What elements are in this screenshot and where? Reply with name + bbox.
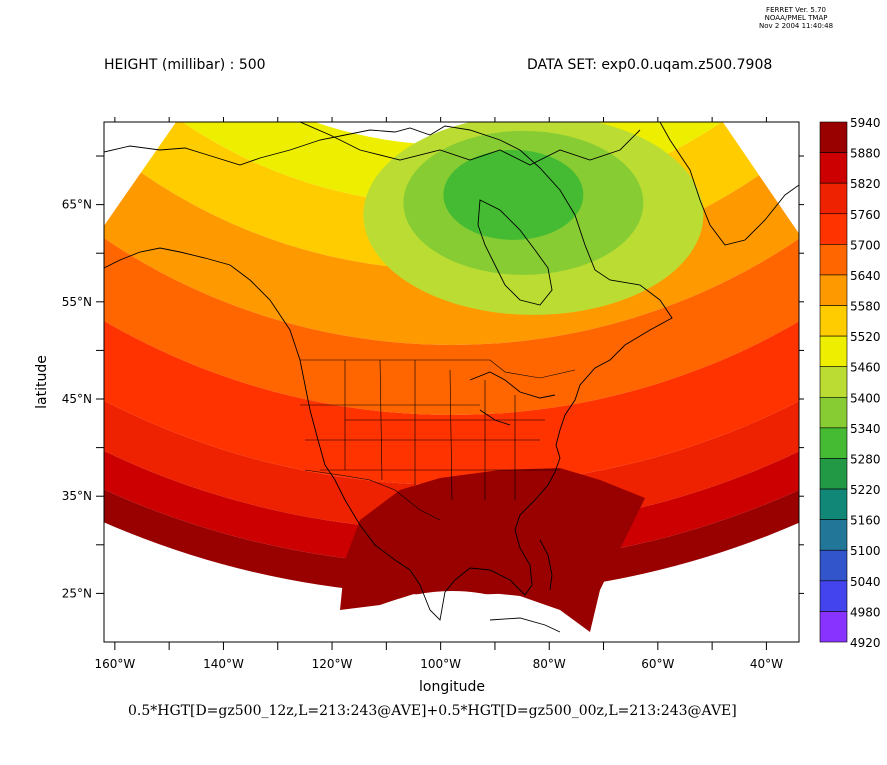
colorbar-label: 5700: [850, 238, 881, 252]
colorbar-label: 5280: [850, 452, 881, 466]
y-tick-label: 65°N: [62, 198, 92, 212]
colorbar-swatch-5700: [819, 244, 848, 276]
y-axis-title: latitude: [34, 355, 50, 409]
x-tick-label: 100°W: [420, 657, 461, 671]
y-tick-label: 55°N: [62, 295, 92, 309]
colorbar-label: 4980: [850, 605, 881, 619]
colorbar-swatch-5100: [819, 549, 848, 582]
stamp-date: Nov 2 2004 11:40:48: [759, 22, 834, 30]
colorbar-swatch-5580: [819, 305, 848, 337]
colorbar-swatch-5340: [819, 427, 848, 459]
colorbar-label: 5040: [850, 575, 881, 589]
plot-frame: [103, 121, 800, 643]
colorbar-label: 5340: [850, 422, 881, 436]
colorbar-swatch-5640: [819, 274, 848, 306]
colorbar-label: 5880: [850, 147, 881, 161]
colorbar-swatch-5940: [819, 121, 848, 153]
colorbar-swatch-5400: [819, 396, 848, 429]
colorbar-label: 5400: [850, 391, 881, 405]
expression-footer: 0.5*HGT[D=gz500_12z,L=213:243@AVE]+0.5*H…: [128, 703, 737, 719]
stamp-org: NOAA/PMEL TMAP: [764, 14, 828, 22]
ferret-stamp: FERRET Ver. 5.70 NOAA/PMEL TMAP Nov 2 20…: [759, 6, 833, 30]
colorbar-label: 5100: [850, 544, 881, 558]
colorbar-swatch-5760: [819, 213, 848, 245]
colorbar-swatch-5160: [819, 519, 848, 551]
x-tick-label: 60°W: [641, 657, 674, 671]
colorbar-swatch-5280: [819, 458, 848, 490]
state-borders: [300, 359, 576, 521]
colorbar-label: 4920: [850, 636, 881, 650]
x-tick-label: 120°W: [312, 657, 353, 671]
colorbar-label: 5760: [850, 208, 881, 222]
colorbar-label: 5160: [850, 514, 881, 528]
colorbar-swatch-5520: [819, 335, 848, 368]
variable-title: HEIGHT (millibar) : 500: [104, 57, 266, 73]
colorbar-label: 5940: [850, 116, 881, 130]
greenland-coastline: [659, 122, 799, 246]
low-band-5340: [443, 149, 584, 240]
height-band-5700: [104, 238, 799, 415]
y-tick-label: 45°N: [62, 392, 92, 406]
colorbar-labels: 5940 5880 5820 5760 5700 5640 5580 5520 5460 5400…: [850, 116, 881, 650]
stamp-version: FERRET Ver. 5.70: [766, 6, 826, 14]
caribbean-coastline: [489, 617, 561, 633]
state-lines: [300, 359, 560, 501]
colorbar-swatch-5040: [819, 580, 848, 612]
florida-coastline: [539, 539, 553, 591]
y-tick-labels: 25°N 35°N 45°N 55°N 65°N: [62, 198, 92, 601]
colorbar-swatch-5460: [819, 366, 848, 398]
height-band-core-5940: [340, 468, 645, 632]
height-band-5640: [104, 172, 799, 345]
y-tick-label: 35°N: [62, 489, 92, 503]
height-band-5760: [104, 320, 799, 485]
height-field: [104, 122, 799, 642]
colorbar-swatch-5880: [819, 152, 848, 184]
dataset-title: DATA SET: exp0.0.uqam.z500.7908: [527, 57, 773, 73]
north-america-coastline: [104, 125, 673, 621]
sector-south-mask: [316, 591, 588, 642]
colorbar-swatch-5820: [819, 182, 848, 215]
us-canada-border: [300, 359, 576, 379]
y-tick-label: 25°N: [62, 586, 92, 600]
colorbar-label: 5520: [850, 330, 881, 344]
x-tick-label: 80°W: [533, 657, 566, 671]
x-axis-title: longitude: [419, 679, 485, 695]
colorbar-swatch-5220: [819, 488, 848, 520]
colorbar-label: 5220: [850, 483, 881, 497]
x-tick-label: 140°W: [203, 657, 244, 671]
us-mexico-border: [304, 469, 441, 521]
height-band-5940: [104, 489, 799, 595]
colorbar-swatch-4980: [819, 611, 848, 643]
colorbar-label: 5820: [850, 177, 881, 191]
colorbar-label: 5640: [850, 269, 881, 283]
coastlines: [104, 122, 799, 633]
axis-frame: [96, 117, 804, 650]
x-tick-label: 40°W: [750, 657, 783, 671]
colorbar-label: 5460: [850, 361, 881, 375]
hudson-bay-coastline: [477, 199, 553, 306]
colorbar-label: 5580: [850, 300, 881, 314]
x-tick-labels: 160°W 140°W 120°W 100°W 80°W 60°W 40°W: [94, 657, 783, 671]
x-tick-label: 160°W: [94, 657, 135, 671]
colorbar: [819, 121, 848, 643]
arctic-islands-coastline: [299, 122, 641, 166]
